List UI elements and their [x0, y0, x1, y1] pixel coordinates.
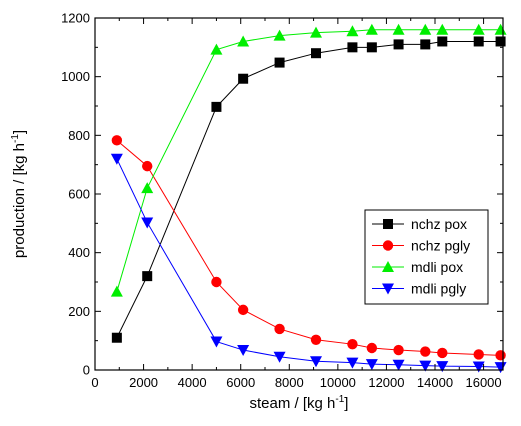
legend-label: nchz pox: [411, 216, 467, 232]
data-point: [346, 25, 359, 37]
series-2: [110, 23, 507, 297]
legend-marker: [382, 240, 394, 251]
data-point: [365, 359, 378, 371]
data-point: [237, 345, 250, 357]
data-point: [274, 57, 285, 68]
data-point: [310, 356, 322, 368]
series-layer: [110, 23, 507, 374]
x-tick-label: 8000: [275, 375, 304, 390]
x-tick-label: 14000: [417, 375, 453, 390]
x-axis-title: steam / [kg h-1]: [250, 394, 349, 412]
x-tick-label: 6000: [226, 375, 255, 390]
data-point: [237, 35, 250, 47]
data-point: [420, 346, 431, 357]
data-point: [393, 344, 404, 356]
x-axis-title-end: ]: [344, 395, 348, 412]
legend-entry: nchz pox: [372, 216, 467, 232]
y-axis-title: production / [kg h-1]: [10, 130, 28, 258]
data-point: [436, 23, 449, 35]
data-point: [347, 42, 358, 53]
data-point: [419, 360, 432, 372]
data-point: [366, 342, 378, 354]
y-tick-label: 600: [68, 187, 90, 202]
data-point: [211, 101, 222, 112]
y-tick-label: 200: [68, 304, 90, 319]
y-tick-label: 800: [68, 128, 90, 143]
y-tick-label: 400: [68, 245, 90, 260]
data-point: [110, 153, 123, 165]
data-point: [273, 29, 286, 41]
series-0: [111, 36, 506, 343]
data-point: [211, 276, 222, 288]
data-point: [365, 23, 378, 35]
data-point: [437, 347, 448, 359]
data-point: [420, 39, 431, 50]
legend-marker: [382, 283, 394, 295]
data-point: [142, 160, 153, 172]
x-tick-label: 16000: [465, 375, 501, 390]
y-axis-title-end: ]: [11, 130, 28, 134]
data-point: [436, 361, 449, 373]
y-tick-label: 1000: [61, 69, 90, 84]
y-tick-label: 0: [83, 363, 90, 378]
data-point: [111, 332, 122, 343]
x-axis-title-main: steam / [kg h: [250, 395, 336, 412]
data-point: [495, 36, 506, 47]
data-point: [273, 351, 286, 363]
series-3: [110, 153, 507, 374]
data-point: [238, 73, 249, 84]
legend-entry: nchz pgly: [372, 238, 470, 254]
data-point: [366, 42, 377, 53]
data-point: [392, 359, 405, 371]
legend-marker: [382, 261, 394, 272]
data-point: [210, 336, 223, 348]
data-point: [473, 349, 484, 360]
data-point: [311, 48, 321, 59]
legend-entry: mdli pgly: [372, 281, 466, 297]
y-axis-title-sup: -1: [10, 134, 21, 143]
data-point: [393, 39, 404, 50]
ticks-layer: 0 2000 4000 6000 8000 10000 12000 14000 16000 0 20…: [61, 11, 503, 390]
x-tick-label: 12000: [368, 375, 404, 390]
data-point: [346, 357, 359, 369]
plot-frame: [94, 17, 504, 371]
data-point: [110, 285, 123, 297]
data-point: [495, 350, 506, 361]
data-point: [210, 43, 223, 55]
x-axis-title-sup: -1: [335, 394, 344, 405]
y-axis-title-main: production / [kg h: [11, 143, 28, 258]
data-point: [473, 36, 484, 47]
data-point: [419, 23, 432, 35]
legend-marker: [383, 219, 393, 229]
data-point: [347, 338, 358, 350]
x-tick-label: 4000: [178, 375, 207, 390]
data-point: [141, 217, 154, 229]
legend-label: mdli pox: [411, 259, 463, 275]
data-point: [494, 362, 507, 374]
x-tick-label: 10000: [320, 375, 356, 390]
data-point: [392, 23, 405, 35]
y-tick-label: 1200: [61, 11, 90, 26]
data-point: [310, 334, 322, 345]
x-tick-label: 2000: [129, 375, 158, 390]
data-point: [472, 361, 485, 373]
legend-entry: mdli pox: [372, 259, 463, 275]
x-tick-label: 0: [91, 375, 98, 390]
data-point: [472, 23, 485, 35]
data-point: [437, 36, 448, 47]
legend-label: mdli pgly: [411, 281, 466, 297]
data-point: [111, 135, 123, 146]
data-point: [274, 323, 285, 335]
data-point: [237, 304, 249, 316]
series-1: [111, 135, 506, 361]
legend-label: nchz pgly: [411, 238, 470, 254]
data-point: [142, 271, 153, 282]
data-point: [310, 26, 322, 38]
data-point: [141, 182, 154, 194]
legend: nchz pox nchz pgly mdli pox mdli pgly: [364, 209, 489, 305]
